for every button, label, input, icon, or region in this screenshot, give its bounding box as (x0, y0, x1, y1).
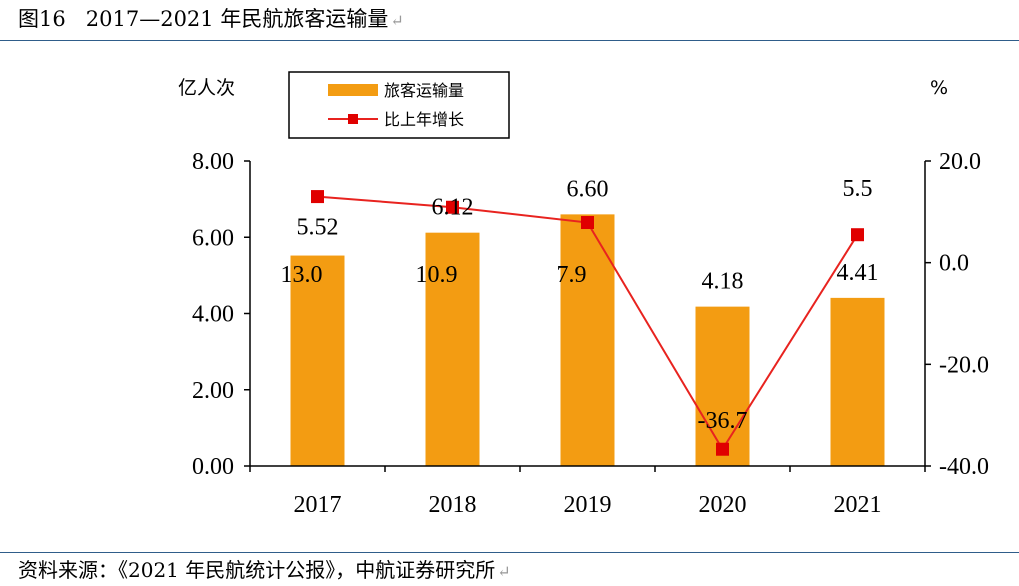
return-mark: ↵ (390, 11, 404, 30)
bar-value-label-2021: 4.41 (837, 260, 879, 286)
left-axis-tick-label: 6.00 (192, 225, 234, 251)
left-axis-tick-label: 2.00 (192, 378, 234, 404)
right-axis-tick-label: 20.0 (939, 149, 981, 175)
bar-value-label-2018: 6.12 (432, 195, 474, 221)
x-axis-label-2021: 2021 (834, 492, 882, 518)
bar-2018 (425, 232, 480, 466)
x-axis-label-2020: 2020 (699, 492, 747, 518)
chart: 亿人次 % 旅客运输量 比上年增长 0.00 2.00 4.00 6.00 8.00 -4… (178, 71, 989, 518)
data-labels: 5.52 6.12 6.60 4.18 4.41 13.0 10.9 7.9 -36.7 5.5 (281, 176, 879, 434)
growth-marker-2018 (446, 200, 459, 214)
growth-value-label-2018: 10.9 (416, 262, 458, 288)
x-axis-label-2019: 2019 (564, 492, 612, 518)
bar-2017 (290, 255, 345, 466)
growth-marker-2017 (311, 190, 324, 204)
source-note: 资料来源：《2021 年民航统计公报》，中航证券研究所 ↵ (18, 557, 511, 585)
growth-marker-2021 (851, 228, 864, 242)
right-axis-tick-label: -20.0 (939, 352, 989, 378)
bar-value-label-2019: 6.60 (567, 176, 609, 202)
left-axis-tick-label: 0.00 (192, 454, 234, 480)
growth-marker-2020 (716, 442, 729, 456)
legend-bar-swatch (328, 84, 378, 96)
line-series (311, 190, 864, 456)
growth-value-label-2017: 13.0 (281, 262, 323, 288)
top-rule (0, 40, 1019, 41)
figure-label: 图16 (18, 7, 66, 31)
bar-value-label-2017: 5.52 (297, 215, 339, 241)
source-return-mark: ↵ (497, 562, 511, 581)
growth-value-label-2020: -36.7 (698, 408, 748, 434)
right-axis-tick-label: 0.0 (939, 251, 969, 277)
legend-box (288, 71, 510, 139)
legend-line-marker (348, 114, 358, 124)
figure-title: 图16 2017—2021 年民航旅客运输量 ↵ (18, 6, 404, 34)
growth-value-label-2021: 5.5 (843, 176, 873, 202)
left-axis-tick-label: 4.00 (192, 302, 234, 328)
right-axis-tick-label: -40.0 (939, 454, 989, 480)
figure-header: 图16 2017—2021 年民航旅客运输量 ↵ (0, 0, 1019, 40)
growth-value-label-2019: 7.9 (557, 262, 587, 288)
legend-entry-line: 比上年增长 (384, 110, 464, 129)
source-text: 资料来源：《2021 年民航统计公报》，中航证券研究所 (18, 558, 496, 582)
legend-entry-bar: 旅客运输量 (384, 81, 464, 100)
bar-value-label-2020: 4.18 (702, 269, 744, 295)
left-axis-tick-label: 8.00 (192, 149, 234, 175)
right-axis-unit: % (930, 77, 948, 99)
bar-2019 (560, 214, 615, 466)
growth-marker-2019 (581, 216, 594, 230)
x-axis-label-2018: 2018 (429, 492, 477, 518)
bar-2021 (830, 297, 885, 466)
legend: 旅客运输量 比上年增长 (288, 71, 510, 139)
figure-title-text: 2017—2021 年民航旅客运输量 (85, 7, 389, 31)
bar-series (290, 214, 885, 466)
bottom-rule (0, 552, 1019, 553)
left-axis-unit: 亿人次 (178, 77, 235, 99)
x-axis-label-2017: 2017 (294, 492, 342, 518)
axes: 0.00 2.00 4.00 6.00 8.00 -40.0 -20.0 0.0 20.0 201… (192, 149, 989, 518)
bar-2020 (695, 306, 750, 466)
